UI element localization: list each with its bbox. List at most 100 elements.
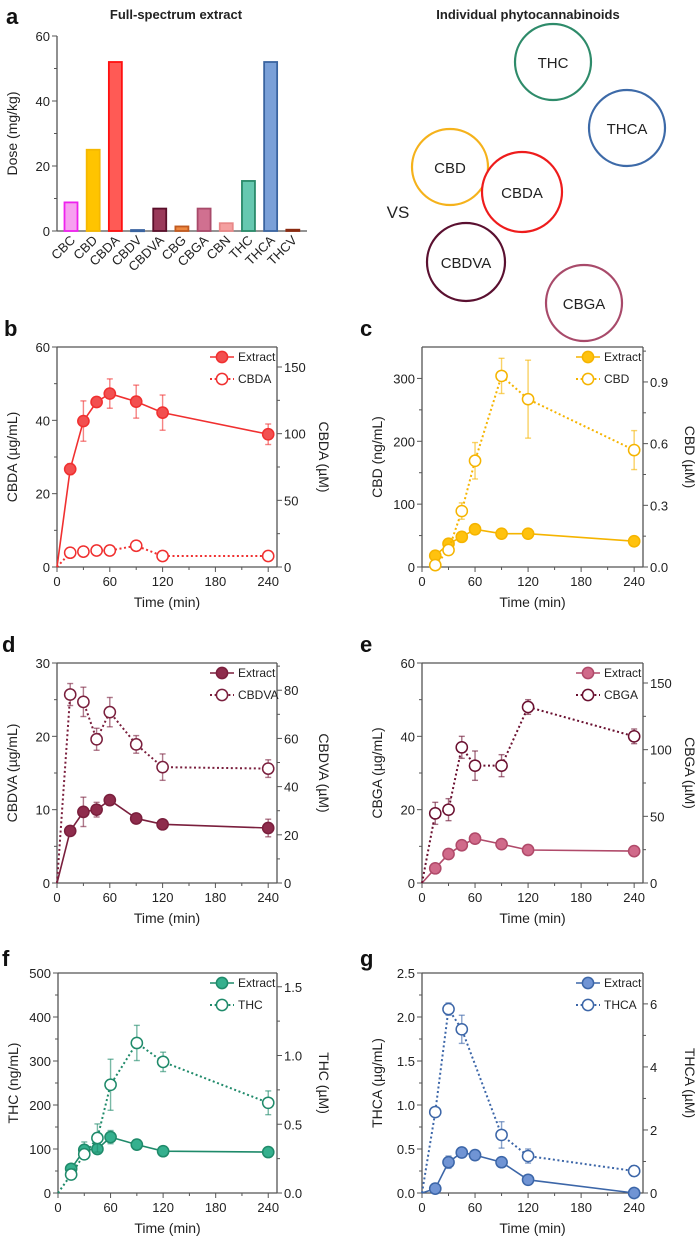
y-tick-label: 0 bbox=[408, 876, 415, 891]
y-tick-label: 2.0 bbox=[397, 1010, 415, 1025]
x-tick-label: 240 bbox=[257, 574, 279, 589]
series-thca bbox=[421, 1002, 641, 1194]
data-point bbox=[261, 549, 275, 563]
x-axis-label: Time (min) bbox=[499, 594, 565, 610]
series-extract bbox=[421, 832, 641, 884]
data-point bbox=[442, 803, 455, 817]
y-tick-label: 40 bbox=[401, 729, 415, 744]
x-tick-label: 60 bbox=[103, 890, 117, 905]
legend-marker bbox=[581, 976, 595, 990]
data-point bbox=[495, 837, 508, 851]
data-point bbox=[468, 454, 482, 468]
y-axis-right-label: CBDVA (µM) bbox=[316, 733, 332, 812]
data-point bbox=[90, 732, 103, 746]
circle-label: THC bbox=[538, 55, 569, 72]
data-point bbox=[428, 558, 442, 572]
y-tick-label: 20 bbox=[36, 159, 50, 174]
legend-label: Extract bbox=[238, 976, 276, 990]
data-point bbox=[442, 1155, 455, 1169]
x-tick-label: 240 bbox=[257, 1200, 279, 1215]
data-point bbox=[63, 546, 77, 560]
legend-label: CBDVA bbox=[238, 688, 278, 702]
data-point bbox=[495, 527, 508, 541]
y-tick-label: 0 bbox=[43, 560, 50, 575]
data-point bbox=[156, 1055, 170, 1069]
data-point bbox=[455, 740, 469, 754]
data-point bbox=[442, 543, 455, 557]
x-tick-label: 0 bbox=[418, 574, 425, 589]
y-tick-label: 100 bbox=[29, 1142, 51, 1157]
y-axis-right-label: THC (µM) bbox=[316, 1052, 332, 1114]
x-tick-label: 120 bbox=[517, 890, 539, 905]
y-tick-label: 30 bbox=[36, 656, 50, 671]
y-right-tick-label: 100 bbox=[284, 427, 306, 442]
data-point bbox=[104, 1078, 117, 1092]
data-point bbox=[455, 1146, 469, 1159]
y-tick-label: 20 bbox=[401, 803, 415, 818]
data-point bbox=[627, 844, 641, 858]
y-right-tick-label: 50 bbox=[284, 493, 298, 508]
y-right-tick-label: 6 bbox=[650, 997, 657, 1012]
circle-thca bbox=[587, 88, 667, 168]
series-cbdva bbox=[56, 682, 275, 884]
bar-cbd bbox=[85, 148, 101, 232]
y-tick-label: 100 bbox=[393, 497, 415, 512]
x-axis-label: Time (min) bbox=[134, 910, 200, 926]
data-point bbox=[495, 369, 508, 383]
x-axis-label: Time (min) bbox=[499, 910, 565, 926]
data-point bbox=[77, 545, 90, 558]
bar-cbg bbox=[174, 225, 190, 232]
circle-label: CBD bbox=[434, 160, 466, 177]
data-point bbox=[428, 1105, 442, 1119]
circle-cbda bbox=[480, 150, 564, 234]
x-axis-label: Time (min) bbox=[134, 594, 200, 610]
x-tick-label: 0 bbox=[53, 890, 60, 905]
y-tick-label: 0.0 bbox=[397, 1186, 415, 1201]
series-extract bbox=[421, 1146, 641, 1200]
panel-label: f bbox=[2, 946, 10, 971]
y-right-tick-label: 0 bbox=[650, 876, 657, 891]
circle-label: CBDA bbox=[501, 185, 543, 202]
series-line bbox=[56, 692, 269, 884]
x-tick-label: 60 bbox=[103, 1200, 117, 1215]
y-tick-label: 60 bbox=[401, 656, 415, 671]
data-point bbox=[103, 793, 117, 807]
data-point bbox=[495, 1128, 508, 1142]
y-tick-label: 2.5 bbox=[397, 966, 415, 981]
circle-cbga bbox=[544, 263, 624, 343]
bar-cbda bbox=[107, 61, 123, 232]
legend-label: CBDA bbox=[238, 372, 271, 386]
x-axis-label: Time (min) bbox=[499, 1220, 565, 1236]
y-tick-label: 300 bbox=[29, 1054, 51, 1069]
data-point bbox=[129, 395, 143, 408]
data-point bbox=[90, 395, 103, 409]
y-tick-label: 10 bbox=[36, 803, 50, 818]
x-tick-label: 60 bbox=[468, 574, 482, 589]
bar-thc bbox=[241, 180, 256, 232]
data-point bbox=[442, 847, 455, 861]
data-point bbox=[468, 522, 482, 536]
series-cbga bbox=[421, 698, 641, 884]
x-tick-label: 240 bbox=[623, 574, 645, 589]
circle-label: THCA bbox=[607, 121, 648, 138]
circle-cbdva bbox=[425, 221, 507, 303]
data-point bbox=[442, 1002, 455, 1016]
data-point bbox=[130, 1036, 144, 1050]
data-point bbox=[627, 1164, 641, 1178]
legend-label: Extract bbox=[238, 666, 276, 680]
y-tick-label: 300 bbox=[393, 371, 415, 386]
circle-label: CBDVA bbox=[441, 255, 492, 272]
y-right-tick-label: 0.0 bbox=[650, 560, 668, 575]
data-point bbox=[90, 803, 103, 817]
legend-label: Extract bbox=[604, 976, 642, 990]
y-tick-label: 60 bbox=[36, 340, 50, 355]
panel-label: g bbox=[360, 946, 373, 971]
data-point bbox=[495, 759, 508, 773]
data-point bbox=[455, 530, 469, 544]
x-tick-label: 120 bbox=[517, 574, 539, 589]
x-tick-label: 120 bbox=[517, 1200, 539, 1215]
y-tick-label: 1.0 bbox=[397, 1098, 415, 1113]
data-point bbox=[521, 843, 535, 857]
y-tick-label: 0 bbox=[408, 560, 415, 575]
x-tick-label: 180 bbox=[570, 574, 592, 589]
